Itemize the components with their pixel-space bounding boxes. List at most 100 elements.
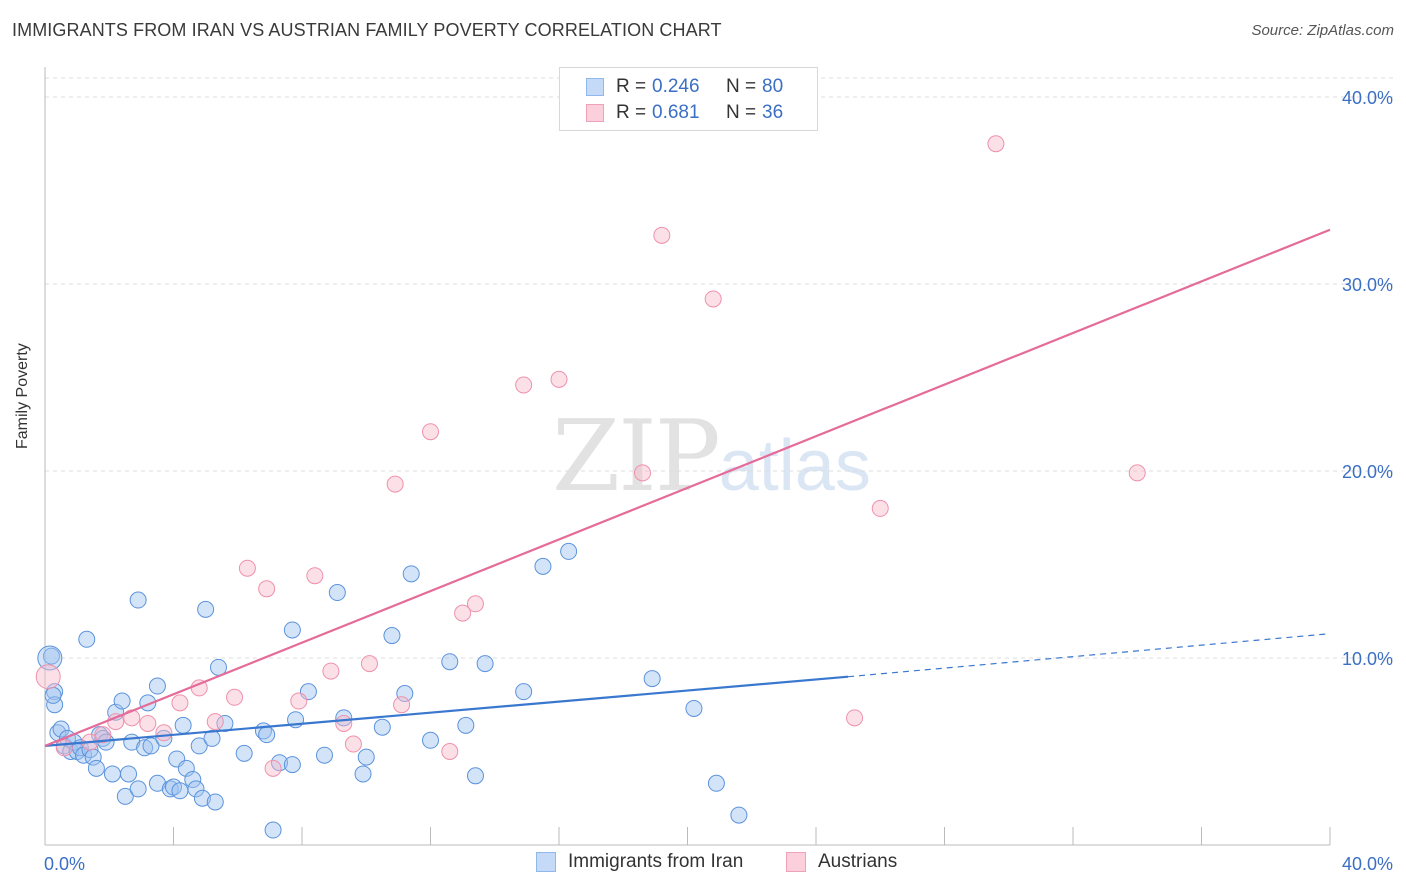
point-iran xyxy=(328,584,346,602)
point-iran xyxy=(422,731,439,749)
point-iran xyxy=(206,793,224,811)
point-iran xyxy=(148,677,166,695)
point-iran xyxy=(171,782,189,800)
y-tick-label: 40.0% xyxy=(1342,88,1393,108)
point-iran xyxy=(187,780,205,798)
point-austrians xyxy=(871,499,889,517)
point-austrians xyxy=(264,759,282,777)
point-austrians xyxy=(422,423,439,441)
point-austrians xyxy=(155,724,173,742)
point-iran xyxy=(184,771,202,789)
point-iran xyxy=(174,716,192,734)
point-iran xyxy=(283,621,301,639)
correlation-legend: R = 0.246 N = 80 R = 0.681 N = 36 xyxy=(559,67,818,131)
point-iran xyxy=(190,737,208,755)
point-iran xyxy=(129,780,147,798)
point-iran xyxy=(37,645,63,671)
point-austrians xyxy=(466,595,484,613)
point-iran xyxy=(685,699,703,717)
point-austrians xyxy=(550,370,568,388)
point-austrians xyxy=(290,692,308,710)
point-austrians xyxy=(206,713,224,731)
legend-n-value: 36 xyxy=(762,102,784,123)
point-austrians xyxy=(55,739,73,757)
point-austrians xyxy=(171,694,189,712)
x-tick-label: 40.0% xyxy=(1342,854,1393,874)
point-iran xyxy=(52,720,70,738)
point-iran xyxy=(396,685,414,703)
point-austrians xyxy=(634,464,652,482)
point-iran xyxy=(402,565,420,583)
point-iran xyxy=(354,765,372,783)
point-iran xyxy=(142,737,160,755)
point-iran xyxy=(78,630,96,648)
point-iran xyxy=(283,756,301,774)
point-austrians xyxy=(226,688,244,706)
point-iran xyxy=(357,748,375,766)
point-iran xyxy=(197,600,215,618)
point-austrians xyxy=(94,726,112,744)
point-iran xyxy=(515,683,533,701)
point-iran xyxy=(44,686,62,704)
point-austrians xyxy=(344,735,362,753)
legend-swatch-austrians xyxy=(786,852,806,872)
legend-item-austrians[interactable]: Austrians xyxy=(786,851,897,873)
legend-r-value: 0.246 xyxy=(652,76,700,97)
point-austrians xyxy=(335,714,353,732)
legend-item-iran[interactable]: Immigrants from Iran xyxy=(536,851,743,873)
x-tick-label: 0.0% xyxy=(44,854,85,874)
legend-r-value: 0.681 xyxy=(652,102,700,123)
point-iran xyxy=(534,557,552,575)
trendline-iran xyxy=(44,675,849,747)
point-iran xyxy=(113,692,131,710)
point-iran xyxy=(373,718,391,736)
point-austrians xyxy=(139,714,157,732)
point-austrians xyxy=(515,376,533,394)
point-iran xyxy=(466,767,484,785)
point-iran xyxy=(271,754,289,772)
point-iran xyxy=(87,759,105,777)
legend-r-label: R = xyxy=(616,76,647,97)
point-iran xyxy=(42,647,60,665)
point-austrians xyxy=(386,475,404,493)
point-austrians xyxy=(653,226,671,244)
point-iran xyxy=(120,765,138,783)
point-iran xyxy=(136,739,154,757)
point-iran xyxy=(730,806,748,824)
point-iran xyxy=(193,789,211,807)
point-iran xyxy=(643,670,661,688)
legend-n-label: N = xyxy=(726,76,757,97)
legend-row-austrians: R = 0.681 N = 36 xyxy=(586,101,836,125)
point-iran xyxy=(129,591,147,609)
point-iran xyxy=(707,774,725,792)
point-austrians xyxy=(360,655,378,673)
point-iran xyxy=(476,655,494,673)
point-iran xyxy=(315,746,333,764)
legend-swatch-iran xyxy=(586,78,604,96)
legend-n-value: 80 xyxy=(762,76,784,97)
point-austrians xyxy=(306,567,324,585)
legend-swatch-iran xyxy=(536,852,556,872)
point-austrians xyxy=(258,580,276,598)
point-iran xyxy=(258,726,276,744)
point-austrians xyxy=(454,604,472,622)
legend-swatch-austrians xyxy=(586,104,604,122)
watermark: ZIPatlas xyxy=(552,400,871,514)
point-iran xyxy=(457,716,475,734)
y-tick-label: 10.0% xyxy=(1342,649,1393,669)
point-austrians xyxy=(35,664,61,690)
chart-source: Source: ZipAtlas.com xyxy=(1251,22,1394,39)
point-iran xyxy=(264,821,282,839)
point-austrians xyxy=(987,135,1005,153)
point-iran xyxy=(148,774,166,792)
legend-n-label: N = xyxy=(726,102,757,123)
point-iran xyxy=(116,787,134,805)
chart-title: IMMIGRANTS FROM IRAN VS AUSTRIAN FAMILY … xyxy=(12,20,722,40)
watermark-zip: ZIP xyxy=(552,400,721,514)
point-austrians xyxy=(1128,464,1146,482)
point-iran xyxy=(383,627,401,645)
y-tick-label: 20.0% xyxy=(1342,462,1393,482)
legend-label-austrians: Austrians xyxy=(818,851,898,872)
point-iran xyxy=(335,709,353,727)
